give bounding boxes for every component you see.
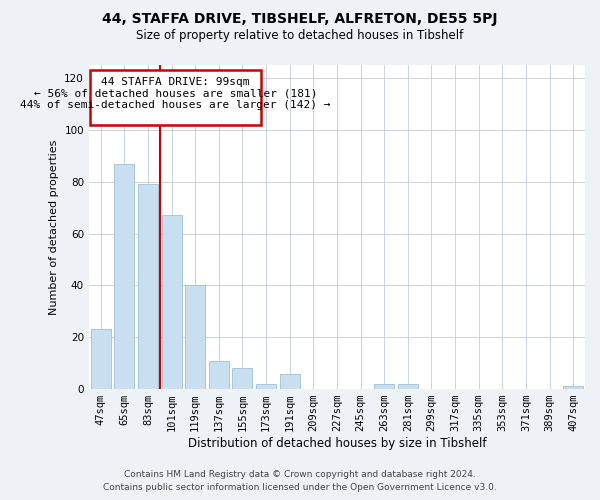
Bar <box>209 360 229 389</box>
Text: 44 STAFFA DRIVE: 99sqm: 44 STAFFA DRIVE: 99sqm <box>101 76 250 86</box>
Text: 44% of semi-detached houses are larger (142) →: 44% of semi-detached houses are larger (… <box>20 100 331 110</box>
Bar <box>138 184 158 389</box>
Bar <box>374 384 394 389</box>
Bar <box>256 384 276 389</box>
Text: ← 56% of detached houses are smaller (181): ← 56% of detached houses are smaller (18… <box>34 88 317 99</box>
X-axis label: Distribution of detached houses by size in Tibshelf: Distribution of detached houses by size … <box>188 437 486 450</box>
Bar <box>185 286 205 389</box>
Bar <box>91 330 111 389</box>
FancyBboxPatch shape <box>90 70 262 124</box>
Bar <box>563 386 583 389</box>
Text: 44, STAFFA DRIVE, TIBSHELF, ALFRETON, DE55 5PJ: 44, STAFFA DRIVE, TIBSHELF, ALFRETON, DE… <box>102 12 498 26</box>
Y-axis label: Number of detached properties: Number of detached properties <box>49 140 59 314</box>
Text: Size of property relative to detached houses in Tibshelf: Size of property relative to detached ho… <box>136 29 464 42</box>
Bar <box>232 368 253 389</box>
Text: Contains HM Land Registry data © Crown copyright and database right 2024.
Contai: Contains HM Land Registry data © Crown c… <box>103 470 497 492</box>
Bar <box>114 164 134 389</box>
Bar <box>280 374 300 389</box>
Bar <box>161 216 182 389</box>
Bar <box>398 384 418 389</box>
